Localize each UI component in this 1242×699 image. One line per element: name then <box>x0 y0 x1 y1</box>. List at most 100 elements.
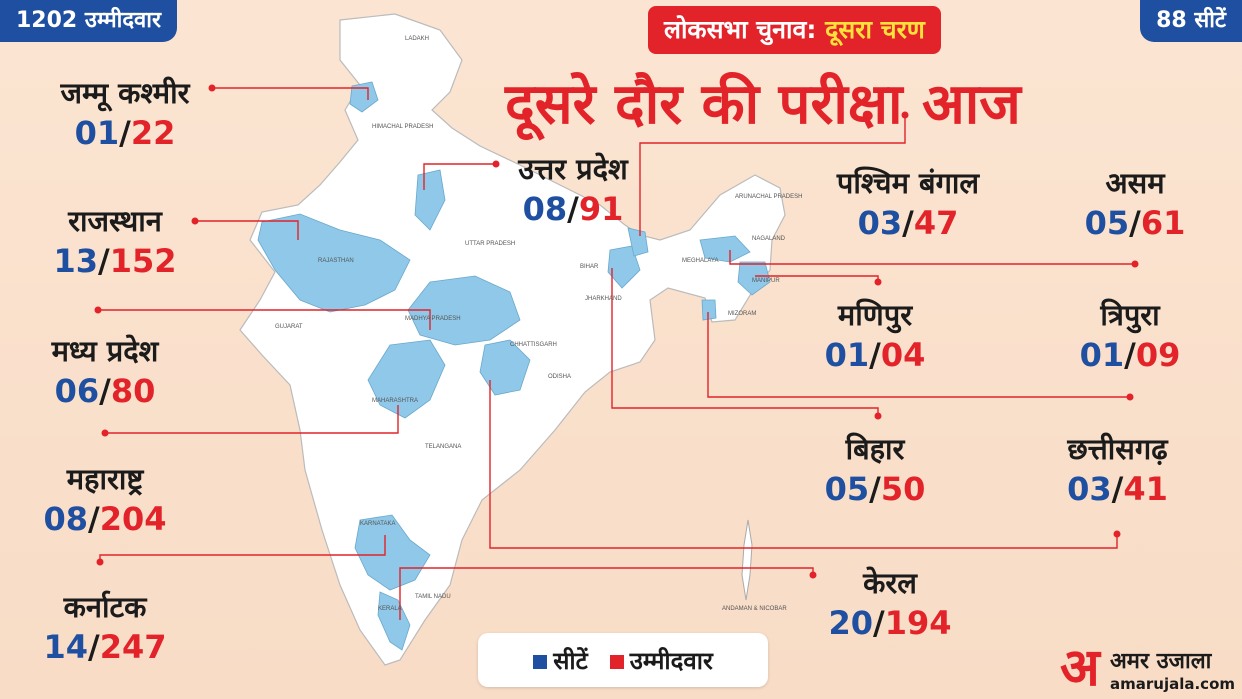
connector-dot-maharashtra <box>101 429 109 437</box>
logo-brand: अमर उजाला <box>1110 649 1212 674</box>
legend-candidates-label: उम्मीदवार <box>629 646 713 675</box>
candidates-value: 22 <box>130 114 176 152</box>
state-name: असम <box>1105 166 1165 200</box>
connector-dot-bihar <box>874 412 882 420</box>
main-title: दूसरे दौर की परीक्षा आज <box>505 72 1021 137</box>
highlight-maharashtra <box>367 339 446 419</box>
highlight-madhya-pradesh <box>407 275 521 346</box>
highlight-jammu-kashmir <box>349 81 379 113</box>
seats-value: 20 <box>828 604 874 642</box>
state-tripura: त्रिपुरा 01/09 <box>1055 296 1205 376</box>
state-count: 05/61 <box>1084 204 1186 242</box>
logo-mark: अ <box>1060 638 1100 698</box>
state-bihar: बिहार 05/50 <box>800 430 950 510</box>
map-label-gujarat: GUJARAT <box>275 324 303 330</box>
candidates-value: 04 <box>880 336 926 374</box>
state-maharashtra: महाराष्ट्र 08/204 <box>15 460 195 540</box>
map-label-maharashtra: MAHARASHTRA <box>372 398 418 404</box>
state-count: 03/41 <box>1067 470 1168 508</box>
map-label-up: UTTAR PRADESH <box>465 241 515 247</box>
connector-jammu-kashmir <box>212 87 369 100</box>
map-label-telangana: TELANGANA <box>425 444 461 450</box>
state-name: उत्तर प्रदेश <box>518 152 628 186</box>
map-label-mizoram: MIZORAM <box>728 311 756 317</box>
legend: सीटें उम्मीदवार <box>478 633 768 687</box>
map-label-bihar: BIHAR <box>580 264 599 270</box>
map-label-manipur: MANIPUR <box>752 278 780 284</box>
connector-dot-karnataka <box>96 558 104 566</box>
seats-value: 03 <box>857 204 903 242</box>
seats-value: 06 <box>54 372 100 410</box>
state-count: 03/47 <box>857 204 959 242</box>
highlight-assam <box>699 235 751 263</box>
candidates-value: 204 <box>99 500 167 538</box>
state-count: 14/247 <box>43 628 167 666</box>
highlight-rajasthan <box>257 213 411 313</box>
candidates-value: 194 <box>884 604 952 642</box>
map-label-chhattisgarh: CHHATTISGARH <box>510 342 557 348</box>
state-count: 06/80 <box>54 372 156 410</box>
map-label-meghalaya: MEGHALAYA <box>682 258 718 264</box>
highlight-bihar <box>607 245 641 289</box>
state-karnataka: कर्नाटक 14/247 <box>15 588 195 668</box>
legend-seats-swatch <box>533 654 548 669</box>
state-count: 05/50 <box>824 470 926 508</box>
connector-dot-madhya-pradesh <box>94 306 102 314</box>
highlight-karnataka <box>354 514 431 591</box>
india-outline <box>239 13 786 666</box>
map-label-tamil-nadu: TAMIL NADU <box>415 594 451 600</box>
map-label-andaman: ANDAMAN & NICOBAR <box>722 606 787 612</box>
seats-value: 08 <box>43 500 89 538</box>
seats-value: 05 <box>1084 204 1130 242</box>
connector-dot-chhattisgarh <box>1113 530 1121 538</box>
highlight-chhattisgarh <box>479 339 531 396</box>
state-name: मध्य प्रदेश <box>51 334 159 368</box>
seats-value: 14 <box>43 628 89 666</box>
candidates-value: 47 <box>913 204 959 242</box>
state-count: 20/194 <box>828 604 952 642</box>
state-count: 01/22 <box>74 114 176 152</box>
connector-dot-assam <box>1131 260 1139 268</box>
state-chhattisgarh: छत्तीसगढ़ 03/41 <box>1030 430 1205 510</box>
state-west-bengal: पश्चिम बंगाल 03/47 <box>808 164 1008 244</box>
connector-maharashtra <box>105 405 399 434</box>
map-label-himachal: HIMACHAL PRADESH <box>372 124 433 130</box>
state-count: 08/204 <box>43 500 167 538</box>
seats-value: 13 <box>53 242 99 280</box>
state-uttar-pradesh: उत्तर प्रदेश 08/91 <box>478 150 668 230</box>
banner-prefix: लोकसभा चुनाव: <box>664 15 817 44</box>
connector-dot-uttar-pradesh <box>492 160 500 168</box>
highlight-manipur <box>737 261 771 296</box>
map-label-karnataka: KARNATAKA <box>360 521 395 527</box>
state-name: जम्मू कश्मीर <box>60 76 190 110</box>
connector-rajasthan <box>195 220 299 240</box>
map-label-nagaland: NAGALAND <box>752 236 786 242</box>
connector-madhya-prades <box>98 309 431 330</box>
connector-dot-kerala <box>809 571 817 579</box>
connector-assam <box>729 250 1135 265</box>
state-kerala: केरल 20/194 <box>815 564 965 644</box>
amar-ujala-logo: अ अमर उजाला amarujala.com <box>1060 642 1240 698</box>
total-seats-badge: 88 सीटें <box>1140 0 1242 42</box>
state-count: 01/04 <box>824 336 926 374</box>
state-assam: असम 05/61 <box>1060 164 1210 244</box>
banner-highlight: दूसरा चरण <box>825 15 925 44</box>
connector-dot-west-bengal <box>901 111 909 119</box>
candidates-value: 61 <box>1140 204 1186 242</box>
seats-value: 01 <box>74 114 120 152</box>
seats-value: 01 <box>1079 336 1125 374</box>
state-name: छत्तीसगढ़ <box>1067 432 1168 466</box>
state-manipur: मणिपुर 01/04 <box>800 296 950 376</box>
state-rajasthan: राजस्थान 13/152 <box>25 202 205 282</box>
highlight-uttar-pradesh <box>414 169 446 231</box>
connector-dot-tripura <box>1126 393 1134 401</box>
state-jammu-kashmir: जम्मू कश्मीर 01/22 <box>35 74 215 154</box>
seats-value: 03 <box>1067 470 1112 508</box>
total-candidates-badge: 1202 उम्मीदवार <box>0 0 177 42</box>
seats-value: 05 <box>824 470 870 508</box>
legend-seats: सीटें <box>533 644 588 677</box>
candidates-value: 50 <box>880 470 926 508</box>
candidates-value: 80 <box>110 372 156 410</box>
map-label-arunachal: ARUNACHAL PRADESH <box>735 194 802 200</box>
